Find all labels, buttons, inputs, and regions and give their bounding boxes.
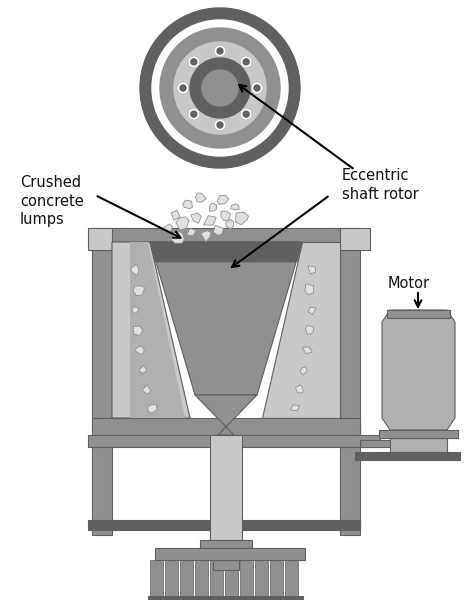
Circle shape [152, 20, 288, 156]
Circle shape [215, 121, 224, 130]
Circle shape [217, 122, 223, 128]
Polygon shape [304, 284, 313, 295]
Polygon shape [381, 310, 454, 430]
Polygon shape [378, 430, 457, 438]
Polygon shape [130, 242, 185, 418]
Circle shape [190, 111, 197, 117]
Circle shape [179, 85, 186, 91]
Polygon shape [131, 306, 139, 313]
Text: Crushed
concrete
lumps: Crushed concrete lumps [20, 175, 84, 227]
Polygon shape [195, 395, 257, 435]
Polygon shape [148, 596, 302, 600]
Polygon shape [203, 215, 216, 225]
Polygon shape [209, 435, 241, 540]
Polygon shape [195, 560, 208, 596]
Polygon shape [213, 226, 223, 235]
Circle shape [189, 58, 198, 67]
Circle shape [189, 58, 249, 118]
Polygon shape [225, 560, 238, 596]
Polygon shape [139, 366, 146, 373]
Polygon shape [305, 326, 313, 334]
Polygon shape [389, 438, 446, 452]
Polygon shape [307, 266, 315, 274]
Polygon shape [295, 385, 302, 393]
Circle shape [201, 70, 238, 106]
Polygon shape [209, 203, 216, 211]
Polygon shape [92, 228, 112, 535]
Polygon shape [261, 242, 339, 418]
Polygon shape [134, 347, 144, 355]
Polygon shape [149, 242, 301, 395]
Text: Eccentric
shaft rotor: Eccentric shaft rotor [341, 168, 418, 202]
Polygon shape [133, 286, 144, 296]
Polygon shape [284, 560, 298, 596]
Circle shape [243, 111, 248, 117]
Polygon shape [201, 230, 210, 242]
Polygon shape [182, 200, 192, 209]
Polygon shape [359, 440, 414, 447]
Polygon shape [226, 220, 233, 229]
Polygon shape [155, 548, 304, 560]
Polygon shape [149, 560, 163, 596]
Circle shape [252, 83, 261, 92]
Polygon shape [213, 555, 238, 570]
Polygon shape [130, 264, 139, 275]
Polygon shape [307, 307, 316, 314]
Polygon shape [300, 367, 307, 375]
Polygon shape [235, 212, 248, 225]
Polygon shape [112, 242, 189, 418]
Circle shape [189, 110, 198, 119]
Polygon shape [149, 242, 301, 262]
Text: Motor: Motor [387, 276, 429, 291]
Polygon shape [190, 213, 201, 223]
Polygon shape [176, 217, 188, 230]
Polygon shape [376, 452, 459, 460]
Circle shape [140, 8, 299, 168]
Polygon shape [354, 452, 376, 460]
Polygon shape [339, 228, 359, 535]
Polygon shape [88, 228, 130, 250]
Polygon shape [289, 405, 298, 411]
Circle shape [217, 48, 223, 54]
Polygon shape [171, 232, 184, 243]
Polygon shape [88, 520, 359, 530]
Circle shape [243, 59, 248, 65]
Polygon shape [165, 560, 178, 596]
Polygon shape [230, 204, 238, 210]
Polygon shape [88, 435, 379, 447]
Circle shape [190, 59, 197, 65]
Polygon shape [92, 418, 359, 435]
Polygon shape [255, 560, 268, 596]
Polygon shape [269, 560, 282, 596]
Circle shape [253, 85, 259, 91]
Polygon shape [239, 560, 252, 596]
Polygon shape [148, 405, 157, 413]
Polygon shape [217, 195, 228, 205]
Polygon shape [209, 560, 223, 596]
Polygon shape [171, 211, 180, 220]
Polygon shape [186, 229, 196, 236]
Circle shape [241, 110, 250, 119]
Circle shape [178, 83, 187, 92]
Polygon shape [220, 211, 230, 221]
Polygon shape [112, 228, 339, 242]
Circle shape [174, 42, 266, 134]
Circle shape [159, 28, 279, 148]
Polygon shape [195, 193, 206, 202]
Circle shape [215, 47, 224, 56]
Polygon shape [133, 326, 142, 335]
Polygon shape [302, 347, 312, 353]
Circle shape [241, 58, 250, 67]
Polygon shape [141, 385, 150, 394]
Polygon shape [324, 228, 369, 250]
Polygon shape [163, 224, 172, 232]
Polygon shape [386, 310, 449, 318]
Polygon shape [179, 560, 193, 596]
Polygon shape [199, 540, 251, 555]
